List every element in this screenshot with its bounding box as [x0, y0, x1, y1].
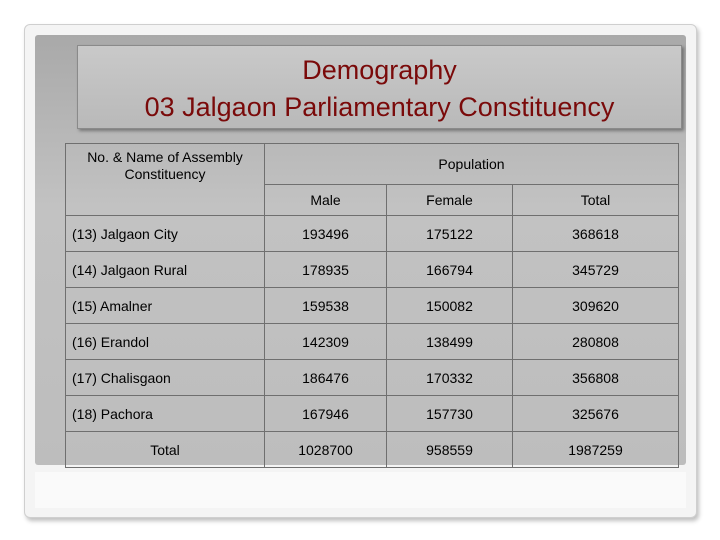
male-value: 186476: [264, 359, 387, 396]
header-population-cell: Population: [264, 143, 679, 185]
female-value: 150082: [386, 287, 513, 324]
female-value: 166794: [386, 251, 513, 288]
table-row: (18) Pachora 167946 157730 325676: [65, 395, 679, 432]
header-name-cell: No. & Name of Assembly Constituency: [65, 143, 265, 216]
table-row: (17) Chalisgaon 186476 170332 356808: [65, 359, 679, 396]
content-panel: Demography 03 Jalgaon Parliamentary Cons…: [35, 35, 686, 468]
bottom-strip: [35, 472, 686, 508]
male-value: 178935: [264, 251, 387, 288]
column-header-male: Male: [264, 184, 387, 216]
column-header-total: Total: [512, 184, 679, 216]
total-label: Total: [65, 431, 265, 468]
constituency-name: (17) Chalisgaon: [65, 359, 265, 396]
male-value: 193496: [264, 215, 387, 252]
constituency-name: (14) Jalgaon Rural: [65, 251, 265, 288]
table-row: (14) Jalgaon Rural 178935 166794 345729: [65, 251, 679, 288]
female-value: 157730: [386, 395, 513, 432]
constituency-name: (13) Jalgaon City: [65, 215, 265, 252]
male-value: 142309: [264, 323, 387, 360]
total-value: 345729: [512, 251, 679, 288]
total-value: 356808: [512, 359, 679, 396]
constituency-name: (18) Pachora: [65, 395, 265, 432]
female-value: 170332: [386, 359, 513, 396]
title-line-1: Demography: [302, 55, 457, 85]
total-row: Total 1028700 958559 1987259: [65, 431, 679, 468]
total-female-value: 958559: [386, 431, 513, 468]
table-row: (16) Erandol 142309 138499 280808: [65, 323, 679, 360]
table-row: (13) Jalgaon City 193496 175122 368618: [65, 215, 679, 252]
population-table-wrap: No. & Name of Assembly Constituency Popu…: [65, 143, 679, 468]
male-value: 167946: [264, 395, 387, 432]
male-value: 159538: [264, 287, 387, 324]
column-header-female: Female: [386, 184, 513, 216]
slide-frame: Demography 03 Jalgaon Parliamentary Cons…: [24, 24, 697, 518]
total-value: 368618: [512, 215, 679, 252]
table-row: (15) Amalner 159538 150082 309620: [65, 287, 679, 324]
total-value: 309620: [512, 287, 679, 324]
total-value: 325676: [512, 395, 679, 432]
population-table: No. & Name of Assembly Constituency Popu…: [65, 143, 679, 468]
constituency-name: (15) Amalner: [65, 287, 265, 324]
title-line-2: 03 Jalgaon Parliamentary Constituency: [144, 92, 615, 122]
total-male-value: 1028700: [264, 431, 387, 468]
female-value: 175122: [386, 215, 513, 252]
total-value: 280808: [512, 323, 679, 360]
title-box: Demography 03 Jalgaon Parliamentary Cons…: [77, 45, 682, 129]
constituency-name: (16) Erandol: [65, 323, 265, 360]
grand-total-value: 1987259: [512, 431, 679, 468]
female-value: 138499: [386, 323, 513, 360]
